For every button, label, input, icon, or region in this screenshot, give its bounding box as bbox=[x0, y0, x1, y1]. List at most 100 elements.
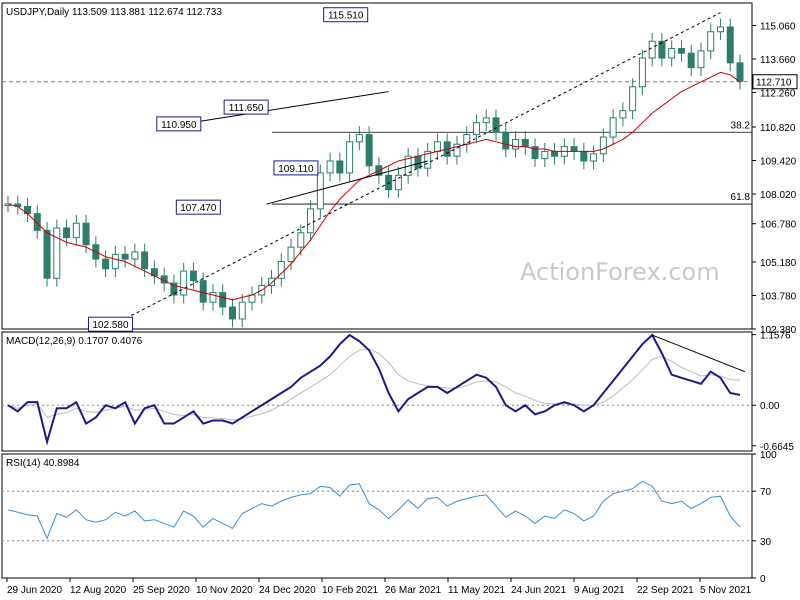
annotation-box bbox=[175, 199, 221, 215]
macd-y-tick-label: 0.00 bbox=[760, 401, 780, 412]
annotation-box bbox=[273, 160, 319, 176]
x-tick-label: 26 Mar 2021 bbox=[385, 585, 442, 596]
macd-divergence-line bbox=[651, 334, 746, 373]
x-tick-label: 22 Sep 2021 bbox=[637, 585, 694, 596]
x-tick-label: 5 Nov 2021 bbox=[700, 585, 752, 596]
macd-y-tick-label: 1.1576 bbox=[760, 331, 791, 342]
candle-body bbox=[414, 155, 422, 169]
candle-body bbox=[726, 26, 734, 64]
candle-body bbox=[697, 50, 705, 69]
x-tick-label: 29 Jun 2020 bbox=[7, 585, 62, 596]
candle-body bbox=[570, 146, 578, 152]
fib-level-label: 38.2 bbox=[731, 120, 751, 131]
candle-body bbox=[482, 117, 490, 124]
candle-body bbox=[355, 134, 363, 143]
candle-body bbox=[638, 57, 646, 88]
price-y-tick-label: 112.260 bbox=[760, 89, 796, 100]
candle-body bbox=[453, 143, 461, 157]
candle-body bbox=[394, 174, 402, 191]
candle-body bbox=[297, 232, 305, 248]
rsi-y-tick-label: 0 bbox=[760, 574, 766, 585]
candle-body bbox=[521, 138, 529, 148]
candle-body bbox=[365, 134, 373, 167]
candle-body bbox=[170, 282, 178, 296]
rsi-label: RSI(14) 40.8984 bbox=[6, 458, 80, 469]
candle-body bbox=[141, 251, 149, 270]
candle-body bbox=[658, 40, 666, 59]
candle-body bbox=[72, 222, 80, 239]
macd-label: MACD(12,26,9) 0.1707 0.4076 bbox=[6, 336, 143, 347]
candle-body bbox=[82, 222, 90, 246]
candle-body bbox=[209, 292, 217, 303]
candle-body bbox=[53, 227, 61, 279]
price-y-tick-label: 109.420 bbox=[760, 156, 797, 167]
candle-body bbox=[43, 229, 51, 279]
rsi-y-tick-label: 100 bbox=[760, 450, 777, 461]
watermark: ActionForex.com bbox=[520, 258, 720, 286]
macd-line bbox=[7, 333, 741, 446]
candle-body bbox=[268, 277, 276, 286]
candle-body bbox=[248, 294, 256, 303]
channel-upper-line bbox=[183, 91, 389, 125]
x-tick-label: 10 Nov 2020 bbox=[196, 585, 253, 596]
candle-body bbox=[111, 253, 119, 270]
candle-body bbox=[180, 270, 188, 296]
candle-body bbox=[424, 150, 432, 169]
candle-body bbox=[668, 47, 676, 59]
macd-y-tick-label: -0.6645 bbox=[760, 442, 794, 453]
candle-body bbox=[609, 117, 617, 138]
candle-body bbox=[131, 251, 139, 260]
candle-body bbox=[599, 136, 607, 155]
price-y-tick-label: 103.780 bbox=[760, 291, 797, 302]
candle-body bbox=[580, 150, 588, 162]
candle-body bbox=[502, 131, 510, 150]
candle-body bbox=[531, 146, 539, 160]
rsi-line bbox=[7, 480, 741, 540]
x-tick-label: 10 Feb 2021 bbox=[322, 585, 379, 596]
price-y-tick-label: 110.820 bbox=[760, 123, 796, 134]
annotation-box bbox=[223, 99, 269, 115]
candle-body bbox=[336, 160, 344, 174]
candle-body bbox=[472, 122, 480, 136]
candle-body bbox=[121, 253, 129, 260]
candle-body bbox=[63, 227, 71, 239]
candle-body bbox=[228, 306, 236, 320]
annotation-label: 102.580 bbox=[92, 320, 129, 331]
price-y-tick-label: 113.660 bbox=[760, 55, 796, 66]
candle-body bbox=[492, 117, 500, 133]
candle-body bbox=[346, 141, 354, 174]
last-price-label: 112.710 bbox=[756, 78, 792, 89]
candle-body bbox=[287, 246, 295, 263]
candle-body bbox=[619, 110, 627, 119]
rsi-y-tick-label: 70 bbox=[760, 487, 772, 498]
x-tick-label: 24 Dec 2020 bbox=[259, 585, 316, 596]
annotation-box bbox=[156, 116, 202, 132]
fib-level-label: 61.8 bbox=[731, 192, 751, 203]
candle-body bbox=[307, 208, 315, 234]
annotation-label: 109.110 bbox=[278, 164, 314, 175]
candle-body bbox=[541, 150, 549, 160]
macd-signal-line bbox=[7, 348, 741, 421]
x-tick-label: 25 Sep 2020 bbox=[133, 585, 190, 596]
annotation-label: 107.470 bbox=[180, 203, 217, 214]
candle-body bbox=[736, 62, 744, 82]
candle-body bbox=[512, 138, 520, 150]
candle-body bbox=[716, 26, 724, 33]
candle-body bbox=[33, 213, 41, 231]
x-tick-label: 12 Aug 2020 bbox=[70, 585, 127, 596]
candle-body bbox=[219, 292, 227, 308]
panel-frame-1 bbox=[1, 2, 753, 330]
candle-body bbox=[629, 86, 637, 112]
panel-frame-2 bbox=[1, 331, 753, 452]
candle-body bbox=[463, 134, 471, 145]
panel-frame-3 bbox=[1, 453, 753, 579]
candle-body bbox=[551, 150, 559, 157]
annotation-box bbox=[323, 7, 369, 23]
candle-body bbox=[687, 52, 695, 69]
x-tick-label: 9 Aug 2021 bbox=[574, 585, 625, 596]
annotation-label: 115.510 bbox=[328, 11, 364, 22]
price-y-tick-label: 108.020 bbox=[760, 190, 797, 201]
chart-header: USDJPY,Daily 113.509 113.881 112.674 112… bbox=[6, 7, 222, 18]
